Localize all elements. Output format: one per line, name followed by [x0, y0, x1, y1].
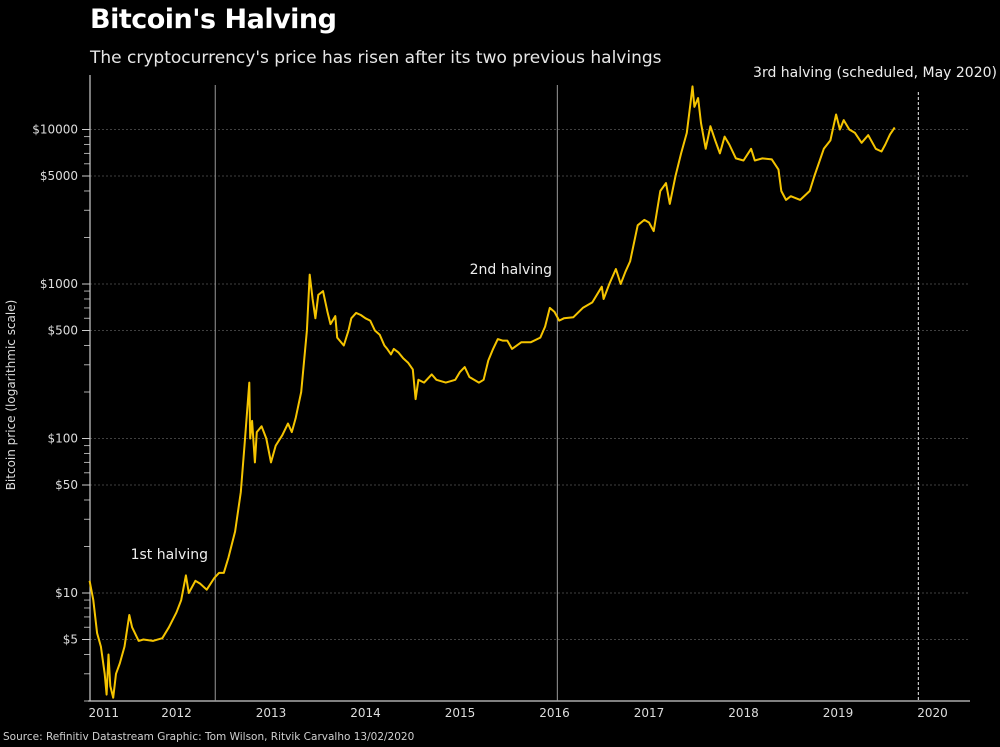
x-tick-label: 2015	[445, 706, 476, 720]
y-tick-label: $10000	[32, 123, 78, 137]
x-tick-label: 2016	[539, 706, 570, 720]
x-tick-label: 2012	[161, 706, 192, 720]
chart-subtitle: The cryptocurrency's price has risen aft…	[90, 48, 662, 68]
source-credit: Source: Refinitiv Datastream Graphic: To…	[3, 731, 415, 743]
y-tick-label: $5	[63, 633, 78, 647]
x-tick-label: 2014	[350, 706, 381, 720]
halving-label: 2nd halving	[470, 262, 552, 278]
x-tick-label: 2011	[88, 706, 119, 720]
halving-label: 3rd halving (scheduled, May 2020)	[753, 65, 997, 81]
x-tick-label: 2017	[634, 706, 665, 720]
chart-title: Bitcoin's Halving	[90, 4, 337, 35]
halving-label: 1st halving	[131, 547, 208, 563]
y-tick-label: $50	[55, 478, 78, 492]
y-axis-label: Bitcoin price (logarithmic scale)	[4, 300, 18, 491]
y-tick-label: $5000	[40, 169, 78, 183]
x-tick-label: 2013	[256, 706, 287, 720]
y-tick-label: $10	[55, 586, 78, 600]
x-tick-label: 2019	[823, 706, 854, 720]
x-tick-label: 2020	[917, 706, 948, 720]
y-tick-label: $1000	[40, 277, 78, 291]
y-tick-label: $500	[47, 324, 78, 338]
price-line	[88, 85, 896, 699]
y-tick-label: $100	[47, 432, 78, 446]
x-tick-label: 2018	[728, 706, 759, 720]
